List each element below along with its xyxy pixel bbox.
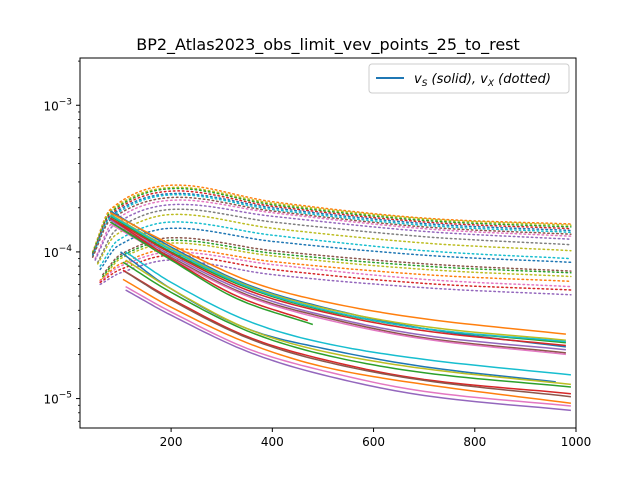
series-dotted-18 (99, 251, 572, 288)
y-axis-ticks: 10−5 10−4 10−3 (43, 60, 80, 422)
series-solid-12 (122, 261, 571, 388)
plot-frame (79, 57, 577, 429)
series-dotted-5 (91, 192, 572, 256)
legend: vS (solid), vX (dotted) (368, 63, 570, 94)
y-tick-label: 10−4 (43, 244, 72, 260)
series-solid-20 (110, 221, 314, 326)
series-dotted-15 (102, 239, 572, 278)
series-solid-11 (122, 278, 571, 404)
series-solid-9 (110, 214, 566, 343)
series-solid-16 (125, 285, 571, 407)
series-solid-4 (110, 217, 566, 347)
x-tick-label: 1000 (561, 435, 592, 449)
x-tick-label: 200 (160, 435, 183, 449)
series-dotted-7 (91, 196, 572, 258)
series-dotted-10 (96, 208, 572, 264)
series-dotted-9 (94, 203, 572, 261)
series-solid-17 (125, 259, 571, 386)
x-tick-label: 600 (362, 435, 385, 449)
series-solid-8 (110, 213, 566, 341)
series-dotted-11 (96, 213, 572, 265)
series-solid-15 (125, 271, 571, 398)
series-dotted-14 (102, 236, 572, 276)
legend-box (368, 63, 570, 94)
y-tick-label: 10−5 (43, 391, 72, 407)
legend-label: vS (solid), vX (dotted) (414, 72, 551, 89)
series-solid-18 (125, 251, 571, 376)
series-solid-5 (110, 219, 566, 351)
series-dotted-19 (99, 254, 572, 291)
series-dotted-17 (99, 248, 572, 283)
series-dotted-6 (91, 193, 572, 258)
series-dotted-13 (99, 227, 572, 271)
series-dotted-8 (94, 199, 572, 260)
y-tick-label: 10−3 (43, 97, 72, 113)
series-solid-2 (110, 212, 566, 335)
x-axis-ticks: 200 400 600 800 1000 (160, 428, 592, 449)
series-dotted-16 (102, 242, 572, 280)
series-dotted-1 (91, 184, 572, 253)
series-dotted-20 (99, 259, 572, 296)
series-dotted-3 (91, 187, 572, 254)
series-dotted-12 (99, 221, 572, 267)
x-tick-label: 800 (463, 435, 486, 449)
series-dotted-2 (91, 186, 572, 253)
chart-title: BP2_Atlas2023_obs_limit_vev_points_25_to… (136, 35, 520, 55)
series-solid-19 (109, 217, 309, 322)
x-tick-label: 400 (261, 435, 284, 449)
series-solid-13 (122, 269, 571, 395)
series-solid-14 (125, 289, 571, 412)
series-layer (91, 184, 572, 412)
